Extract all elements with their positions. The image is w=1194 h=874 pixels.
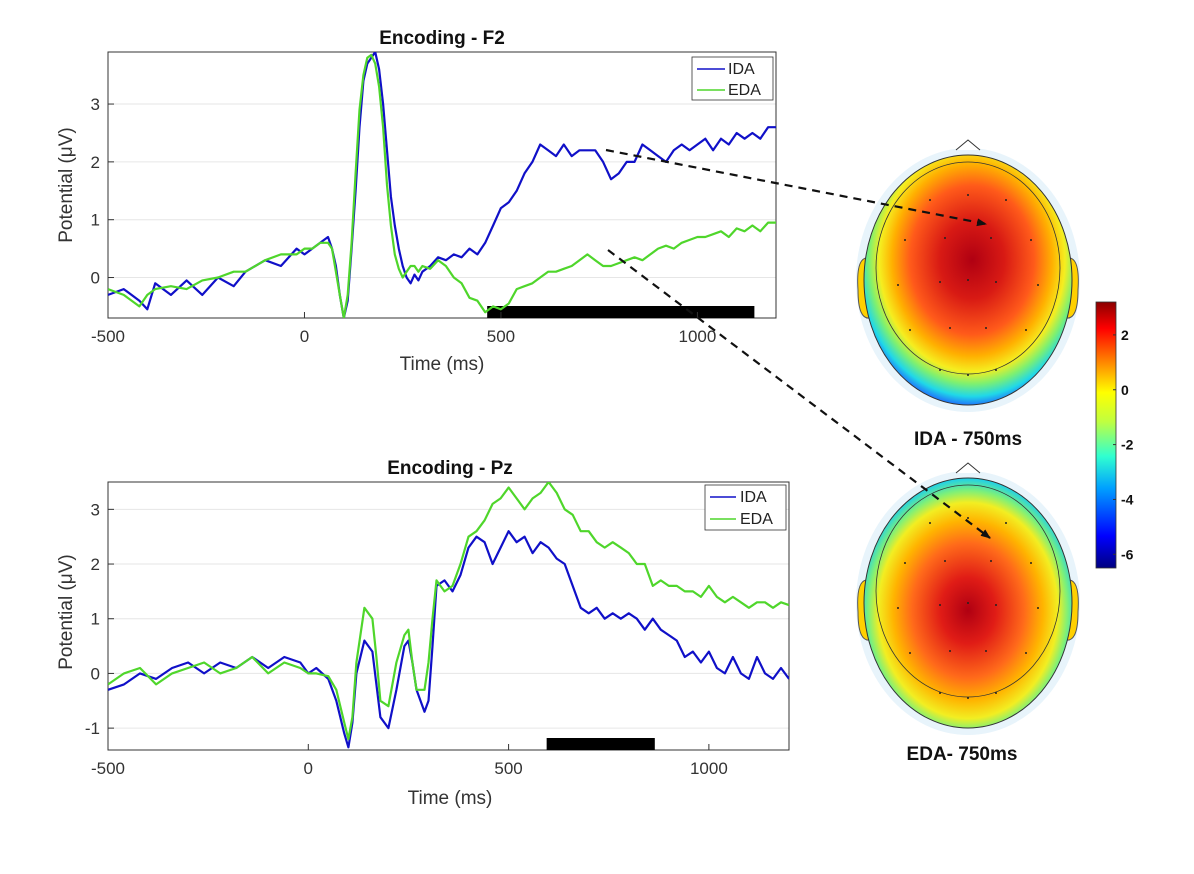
x-tick-label: 500: [487, 327, 515, 346]
y-axis-label: Potential (μV): [56, 127, 77, 243]
colorbar-tick-label: -4: [1121, 491, 1134, 507]
arrow-to-ida-map: [605, 148, 987, 227]
topomap-label: IDA - 750ms: [914, 429, 1022, 450]
chart-panel-pz: Encoding - Pz -500 0 500 1000 -1 0 1 2 3 Time (m…: [56, 458, 790, 809]
series-lines: [108, 52, 776, 318]
series-lines: [108, 482, 789, 749]
y-tick-label: 1: [91, 211, 100, 230]
legend-label-ida: IDA: [728, 61, 755, 78]
y-tick-label: 3: [91, 500, 100, 519]
series-line-eda: [108, 53, 776, 318]
series-line-ida: [108, 52, 776, 318]
y-axis-label: Potential (μV): [56, 554, 77, 670]
colorbar-ticks: 2 0 -2 -4 -6: [1113, 327, 1134, 562]
legend-label-ida: IDA: [740, 489, 767, 506]
colorbar-gradient: [1095, 301, 1117, 569]
y-tick-label: 0: [91, 269, 100, 288]
legend-label-eda: EDA: [740, 511, 773, 528]
x-tick-label: 1000: [678, 327, 716, 346]
electrode-dots: [897, 194, 1039, 376]
colorbar-tick-label: -6: [1121, 546, 1134, 562]
axis-ticks: -500 0 500 1000 -1 0 1 2 3: [85, 500, 728, 778]
legend-label-eda: EDA: [728, 82, 761, 99]
y-tick-label: 1: [91, 610, 100, 629]
series-line-eda: [108, 482, 789, 741]
topomap-ida: IDA - 750ms: [856, 139, 1080, 450]
y-tick-label: 2: [91, 153, 100, 172]
colorbar-tick-label: 0: [1121, 382, 1129, 398]
x-tick-label: 500: [494, 759, 522, 778]
x-tick-label: 0: [300, 327, 309, 346]
y-tick-label: -1: [85, 719, 100, 738]
colorbar: 2 0 -2 -4 -6: [1095, 301, 1134, 569]
significance-bar: [546, 738, 655, 750]
gridlines: [108, 103, 776, 279]
x-tick-label: 0: [304, 759, 313, 778]
electrode-dots: [897, 517, 1039, 699]
significance-bar: [487, 306, 755, 318]
x-tick-label: 1000: [690, 759, 728, 778]
legend: IDA EDA: [704, 484, 787, 531]
arrow-to-eda-map: [607, 249, 991, 539]
topomap-eda: EDA- 750ms: [856, 462, 1080, 765]
chart-title: Encoding - Pz: [387, 458, 513, 479]
plot-frame: [107, 51, 777, 319]
x-axis-label: Time (ms): [408, 788, 493, 809]
topomap-label: EDA- 750ms: [907, 744, 1018, 765]
x-tick-label: -500: [91, 759, 125, 778]
y-tick-label: 2: [91, 555, 100, 574]
nose-icon: [955, 139, 981, 151]
y-tick-label: 3: [91, 95, 100, 114]
x-axis-label: Time (ms): [400, 354, 485, 375]
colorbar-tick-label: -2: [1121, 437, 1134, 453]
nose-icon: [955, 462, 981, 474]
chart-panel-f2: Encoding - F2 -500 0 500 1000 0 1 2 3 Time (ms)…: [56, 28, 777, 375]
legend: IDA EDA: [691, 56, 774, 101]
colorbar-tick-label: 2: [1121, 327, 1129, 343]
plot-frame: [107, 481, 790, 751]
axis-ticks: -500 0 500 1000 0 1 2 3: [91, 95, 717, 346]
gridlines: [108, 508, 789, 729]
y-tick-label: 0: [91, 664, 100, 683]
chart-title: Encoding - F2: [379, 28, 505, 49]
x-tick-label: -500: [91, 327, 125, 346]
